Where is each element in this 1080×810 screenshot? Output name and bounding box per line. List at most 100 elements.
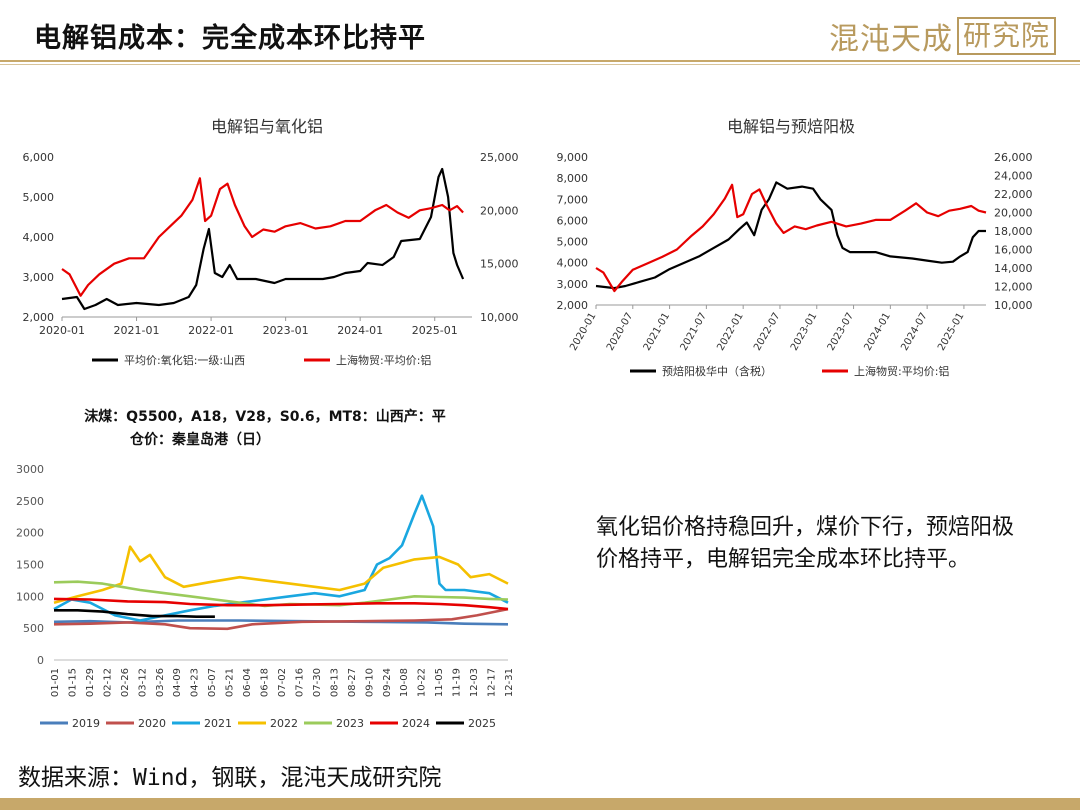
- chart-title: 电解铝与预焙阳极: [727, 117, 855, 136]
- x-tick-label: 05-21: [225, 668, 236, 697]
- x-tick-label: 07-02: [277, 668, 288, 697]
- y-tick-label: 1500: [16, 559, 44, 572]
- legend-label: 2025: [468, 717, 496, 730]
- x-tick-label: 2020-01: [568, 311, 598, 353]
- x-tick-label: 07-16: [294, 668, 305, 697]
- chart-title-line1: 沫煤：Q5500，A18，V28，S0.6，MT8：山西产：平: [84, 408, 446, 425]
- x-tick-label: 03-26: [155, 668, 166, 697]
- x-tick-label: 2024-01: [337, 324, 383, 337]
- x-tick-label: 02-26: [120, 668, 131, 697]
- y-right-tick-label: 20,000: [480, 204, 519, 217]
- data-source: 数据来源：Wind，钢联，混沌天成研究院: [18, 765, 442, 791]
- legend-label: 2022: [270, 717, 298, 730]
- series-line-2021: [53, 494, 509, 622]
- x-tick-label: 07-30: [312, 668, 323, 697]
- x-tick-label: 04-09: [172, 668, 183, 697]
- x-tick-label: 06-04: [242, 668, 253, 697]
- y-left-tick-label: 4,000: [557, 257, 589, 270]
- x-tick-label: 01-29: [85, 668, 96, 697]
- x-tick-label: 02-12: [102, 668, 113, 697]
- x-tick-label: 04-23: [190, 668, 201, 697]
- x-tick-label: 05-07: [207, 668, 218, 697]
- y-right-tick-label: 26,000: [994, 151, 1033, 164]
- x-tick-label: 10-08: [399, 668, 410, 697]
- y-left-tick-label: 2,000: [557, 299, 589, 312]
- x-tick-label: 2020-01: [39, 324, 85, 337]
- x-tick-label: 09-10: [364, 668, 375, 697]
- y-right-tick-label: 15,000: [480, 258, 519, 271]
- y-right-tick-label: 16,000: [994, 244, 1033, 257]
- y-right-tick-label: 20,000: [994, 207, 1033, 220]
- y-left-tick-label: 2,000: [23, 311, 55, 324]
- logo-text-a: 混沌天成: [828, 22, 953, 57]
- y-right-tick-label: 10,000: [480, 311, 519, 324]
- x-tick-label: 2025-01: [412, 324, 458, 337]
- x-tick-label: 01-01: [50, 668, 61, 697]
- x-tick-label: 2022-07: [752, 311, 782, 353]
- x-tick-label: 01-15: [67, 668, 78, 697]
- x-tick-label: 03-12: [137, 668, 148, 697]
- x-tick-label: 11-19: [452, 668, 463, 697]
- x-tick-label: 09-24: [382, 668, 393, 697]
- series-line-2: [61, 177, 464, 297]
- chart-anode: 电解铝与预焙阳极 2,000 3,000 4,000 5,000 6,000 7,000 8,…: [557, 117, 1033, 378]
- y-left-tick-label: 6,000: [557, 214, 589, 227]
- y-tick-label: 2000: [16, 527, 44, 540]
- y-right-tick-label: 25,000: [480, 151, 519, 164]
- header-divider-thin: [0, 64, 1080, 65]
- legend-label: 2023: [336, 717, 364, 730]
- x-tick-label: 2025-01: [936, 311, 966, 353]
- x-tick-label: 11-05: [434, 668, 445, 697]
- chart-alumina: 电解铝与氧化铝 2,000 3,000 4,000 5,000 6,000 10,000 15…: [23, 117, 519, 367]
- y-right-tick-label: 24,000: [994, 170, 1033, 183]
- brand-logo: 混沌天成 研究院: [829, 14, 1056, 58]
- y-right-tick-label: 12,000: [994, 281, 1033, 294]
- summary-text: 氧化铝价格持稳回升，煤价下行，预焙阳极价格持平，电解铝完全成本环比持平。: [596, 515, 1015, 572]
- series-line-2025: [54, 609, 215, 618]
- series-line-1: [61, 167, 465, 311]
- legend-label: 上海物贸:平均价:铝: [854, 364, 949, 378]
- legend-label: 2019: [72, 717, 100, 730]
- x-tick-label: 2023-01: [789, 311, 819, 353]
- y-right-tick-label: 10,000: [994, 299, 1033, 312]
- series-line-2024: [53, 597, 509, 611]
- y-tick-label: 3000: [16, 463, 44, 476]
- legend-label: 上海物贸:平均价:铝: [336, 353, 431, 367]
- x-tick-label: 2024-01: [863, 311, 893, 353]
- x-tick-label: 2021-07: [679, 311, 709, 353]
- chart-title-line2: 仓价：秦皇岛港（日）: [129, 431, 270, 448]
- y-tick-label: 0: [37, 654, 44, 667]
- x-tick-label: 2023-07: [826, 311, 856, 353]
- x-tick-label: 08-27: [347, 668, 358, 697]
- y-left-tick-label: 3,000: [23, 271, 55, 284]
- y-left-tick-label: 7,000: [557, 193, 589, 206]
- logo-text-b: 研究院: [956, 17, 1056, 55]
- legend-label: 2021: [204, 717, 232, 730]
- y-left-tick-label: 6,000: [23, 151, 55, 164]
- x-tick-label: 2024-07: [899, 311, 929, 353]
- x-tick-label: 2023-01: [263, 324, 309, 337]
- x-tick-label: 2021-01: [642, 311, 672, 353]
- y-right-tick-label: 22,000: [994, 188, 1033, 201]
- x-tick-label: 12-17: [487, 668, 498, 697]
- y-tick-label: 500: [23, 622, 44, 635]
- page-title: 电解铝成本：完全成本环比持平: [34, 23, 426, 54]
- chart-coal: 沫煤：Q5500，A18，V28，S0.6，MT8：山西产：平仓价：秦皇岛港（日…: [16, 408, 515, 730]
- x-tick-label: 10-22: [417, 668, 428, 697]
- y-right-tick-label: 14,000: [994, 262, 1033, 275]
- x-tick-label: 2022-01: [188, 324, 234, 337]
- y-tick-label: 1000: [16, 590, 44, 603]
- y-left-tick-label: 8,000: [557, 172, 589, 185]
- series-line-2022: [53, 545, 509, 604]
- y-left-tick-label: 3,000: [557, 278, 589, 291]
- y-left-tick-label: 4,000: [23, 231, 55, 244]
- y-tick-label: 2500: [16, 495, 44, 508]
- y-right-tick-label: 18,000: [994, 225, 1033, 238]
- series-line-2: [595, 183, 987, 293]
- series-line-1: [595, 181, 986, 290]
- x-tick-label: 2022-01: [715, 311, 745, 353]
- header-divider: [0, 60, 1080, 62]
- x-tick-label: 2021-01: [114, 324, 160, 337]
- x-tick-label: 12-31: [504, 668, 515, 697]
- y-left-tick-label: 5,000: [23, 191, 55, 204]
